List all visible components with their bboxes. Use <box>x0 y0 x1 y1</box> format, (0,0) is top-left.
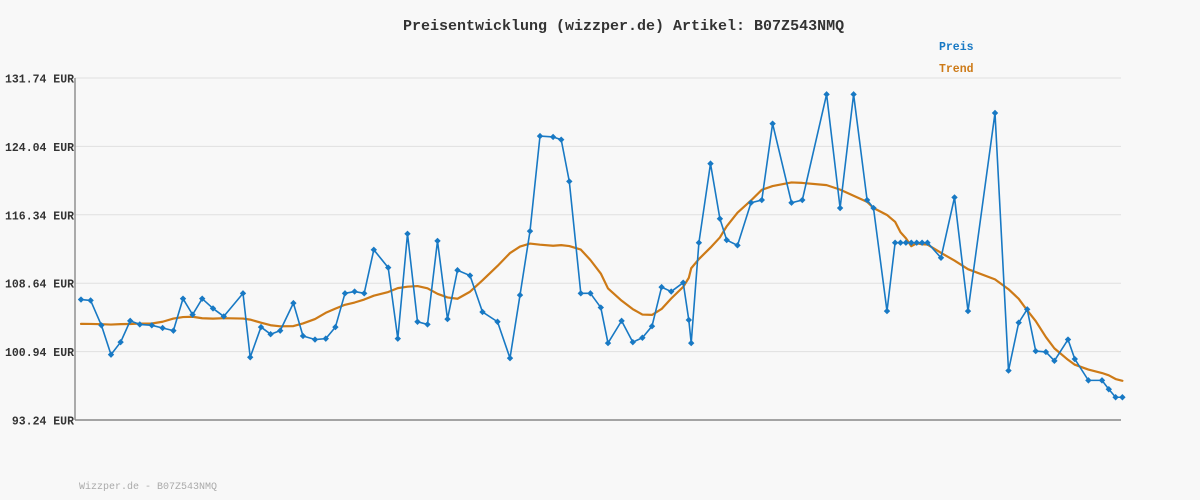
svg-text:108.64 EUR: 108.64 EUR <box>5 279 74 292</box>
svg-text:93.24 EUR: 93.24 EUR <box>12 416 74 429</box>
svg-text:116.34 EUR: 116.34 EUR <box>5 210 74 223</box>
svg-text:131.74 EUR: 131.74 EUR <box>5 74 74 87</box>
svg-text:100.94 EUR: 100.94 EUR <box>5 347 74 360</box>
svg-text:124.04 EUR: 124.04 EUR <box>5 142 74 155</box>
